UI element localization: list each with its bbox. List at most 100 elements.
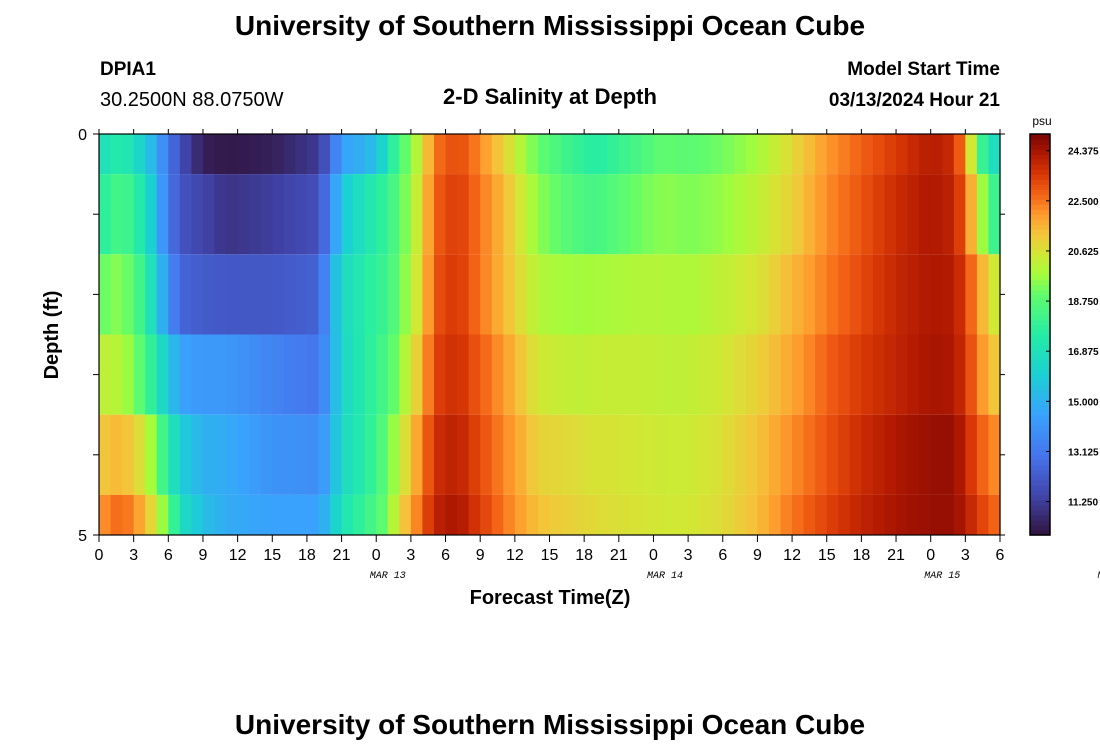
heatmap-cell xyxy=(734,254,747,335)
colorbar-swatch xyxy=(1030,234,1050,240)
heatmap-cell xyxy=(780,134,793,175)
heatmap-cell xyxy=(641,494,655,535)
heatmap-cell xyxy=(445,414,458,495)
colorbar-swatch xyxy=(1030,394,1050,401)
heatmap-cell xyxy=(688,134,701,175)
heatmap-cell xyxy=(907,414,920,495)
heatmap-cell xyxy=(872,134,886,175)
footer-title: University of Southern Mississippi Ocean… xyxy=(235,709,865,740)
heatmap-cell xyxy=(965,254,978,335)
colorbar-swatch xyxy=(1030,414,1050,421)
heatmap-cell xyxy=(295,334,308,415)
heatmap-cell xyxy=(226,414,239,495)
heatmap-cell xyxy=(872,174,886,255)
heatmap-cell xyxy=(491,134,504,175)
heatmap-cell xyxy=(353,254,366,335)
x-tick-label: 21 xyxy=(333,547,351,564)
heatmap-cell xyxy=(445,174,458,255)
heatmap-cell xyxy=(399,494,412,535)
heatmap-cell xyxy=(353,334,366,415)
heatmap-cell xyxy=(838,414,851,495)
heatmap-cell xyxy=(988,134,1001,175)
heatmap-cell xyxy=(399,134,412,175)
heatmap-cell xyxy=(491,494,504,535)
heatmap-cell xyxy=(237,414,250,495)
heatmap-cell xyxy=(410,254,424,335)
heatmap-cell xyxy=(480,494,493,535)
x-tick-label: 3 xyxy=(961,547,970,564)
heatmap-cell xyxy=(283,134,296,175)
heatmap-cell xyxy=(641,414,655,495)
heatmap-cell xyxy=(156,334,169,415)
heatmap-cell xyxy=(976,414,990,495)
heatmap-cell xyxy=(491,414,504,495)
heatmap-cell xyxy=(330,254,343,335)
heatmap-cell xyxy=(815,254,828,335)
heatmap-cell xyxy=(468,334,481,415)
heatmap-cell xyxy=(249,414,262,495)
heatmap-cell xyxy=(884,414,897,495)
heatmap-cell xyxy=(364,174,377,255)
heatmap-cell xyxy=(896,494,909,535)
heatmap-cell xyxy=(722,254,735,335)
colorbar-swatch xyxy=(1030,214,1050,220)
heatmap-cell xyxy=(422,254,435,335)
heatmap-cell xyxy=(549,174,562,255)
heatmap-cell xyxy=(145,134,158,175)
heatmap-cell xyxy=(745,254,759,335)
heatmap-cell xyxy=(491,334,504,415)
heatmap-cell xyxy=(399,334,412,415)
x-tick-label: 0 xyxy=(926,547,935,564)
heatmap-cell xyxy=(676,414,689,495)
heatmap-cell xyxy=(156,134,169,175)
heatmap-cell xyxy=(676,174,689,255)
heatmap-cell xyxy=(549,134,562,175)
heatmap-cell xyxy=(595,414,608,495)
heatmap-cell xyxy=(145,414,158,495)
heatmap-cell xyxy=(618,414,631,495)
heatmap-cell xyxy=(711,174,724,255)
heatmap-cell xyxy=(711,254,724,335)
heatmap-cell xyxy=(133,414,146,495)
heatmap-cell xyxy=(549,414,562,495)
heatmap-cell xyxy=(272,254,285,335)
heatmap-cell xyxy=(295,414,308,495)
heatmap-cell xyxy=(734,494,747,535)
heatmap-cell xyxy=(422,174,435,255)
heatmap-cell xyxy=(676,134,689,175)
heatmap-cell xyxy=(849,254,862,335)
colorbar-swatch xyxy=(1030,409,1050,416)
heatmap-cell xyxy=(618,134,631,175)
heatmap-cell xyxy=(237,254,250,335)
heatmap-cell xyxy=(988,414,1001,495)
heatmap-cell xyxy=(168,334,181,415)
heatmap-cell xyxy=(618,494,631,535)
heatmap-cell xyxy=(330,494,343,535)
model-start-value: 03/13/2024 Hour 21 xyxy=(829,90,1001,111)
colorbar-tick-label: 11.250 xyxy=(1068,498,1098,509)
heatmap-cell xyxy=(272,334,285,415)
colorbar-swatch xyxy=(1030,164,1050,170)
heatmap-cell xyxy=(145,254,158,335)
x-tick-label: 0 xyxy=(95,547,104,564)
heatmap-cell xyxy=(260,414,273,495)
heatmap-cell xyxy=(919,134,932,175)
heatmap-cell xyxy=(884,174,897,255)
colorbar: 24.375 22.500 20.625 18.750 16.875 15.000 13.1… xyxy=(1029,133,1099,536)
heatmap-cell xyxy=(676,254,689,335)
heatmap-cell xyxy=(110,334,123,415)
colorbar-swatch xyxy=(1030,159,1050,165)
heatmap-cell xyxy=(99,254,112,335)
heatmap-cell xyxy=(803,414,816,495)
heatmap-cell xyxy=(884,254,897,335)
heatmap-cell xyxy=(283,254,296,335)
heatmap-cell xyxy=(722,494,735,535)
colorbar-swatch xyxy=(1030,509,1050,516)
heatmap-cell xyxy=(457,334,470,415)
heatmap-cell xyxy=(364,414,377,495)
heatmap-cell xyxy=(757,254,770,335)
colorbar-swatch xyxy=(1030,389,1050,396)
colorbar-swatch xyxy=(1030,174,1050,180)
heatmap-cell xyxy=(491,254,504,335)
